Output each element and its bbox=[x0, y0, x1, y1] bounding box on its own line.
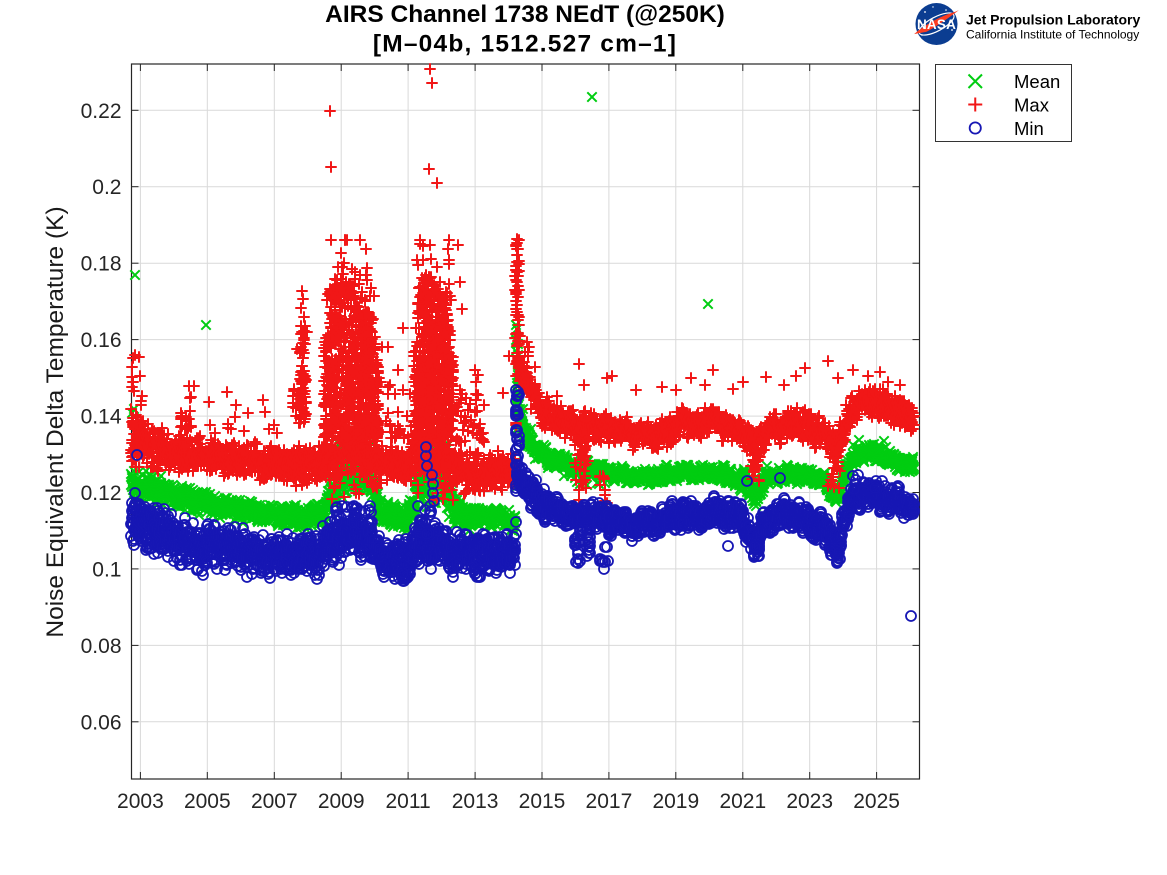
svg-text:2025: 2025 bbox=[853, 790, 900, 813]
svg-text:0.08: 0.08 bbox=[81, 635, 122, 658]
svg-text:2007: 2007 bbox=[251, 790, 298, 813]
svg-text:NASA: NASA bbox=[917, 17, 956, 32]
svg-text:2019: 2019 bbox=[652, 790, 699, 813]
svg-text:2003: 2003 bbox=[117, 790, 164, 813]
svg-text:Max: Max bbox=[1014, 95, 1050, 116]
svg-text:0.12: 0.12 bbox=[81, 482, 122, 505]
svg-text:2011: 2011 bbox=[386, 790, 431, 813]
svg-text:0.1: 0.1 bbox=[92, 558, 121, 581]
svg-text:0.18: 0.18 bbox=[81, 253, 122, 276]
svg-text:2023: 2023 bbox=[786, 790, 833, 813]
svg-text:AIRS Channel 1738 NEdT (@250K): AIRS Channel 1738 NEdT (@250K) bbox=[325, 1, 725, 28]
svg-text:Jet Propulsion Laboratory: Jet Propulsion Laboratory bbox=[966, 12, 1140, 28]
svg-text:2009: 2009 bbox=[318, 790, 365, 813]
svg-text:0.2: 0.2 bbox=[92, 176, 121, 199]
svg-text:Noise Equivalent Delta Tempera: Noise Equivalent Delta Temperature (K) bbox=[42, 206, 69, 637]
svg-text:Min: Min bbox=[1014, 118, 1044, 139]
svg-text:0.14: 0.14 bbox=[81, 406, 122, 429]
svg-text:0.16: 0.16 bbox=[81, 329, 122, 352]
svg-text:Mean: Mean bbox=[1014, 71, 1060, 92]
svg-text:2005: 2005 bbox=[184, 790, 231, 813]
svg-text:0.22: 0.22 bbox=[81, 100, 122, 123]
svg-text:2013: 2013 bbox=[452, 790, 499, 813]
svg-text:0.06: 0.06 bbox=[81, 711, 122, 734]
svg-text:California Institute of Techno: California Institute of Technology bbox=[966, 28, 1139, 42]
svg-text:[M–04b, 1512.527 cm–1]: [M–04b, 1512.527 cm–1] bbox=[373, 31, 677, 58]
svg-text:2017: 2017 bbox=[586, 790, 633, 813]
svg-text:2021: 2021 bbox=[719, 790, 766, 813]
svg-text:2015: 2015 bbox=[519, 790, 566, 813]
